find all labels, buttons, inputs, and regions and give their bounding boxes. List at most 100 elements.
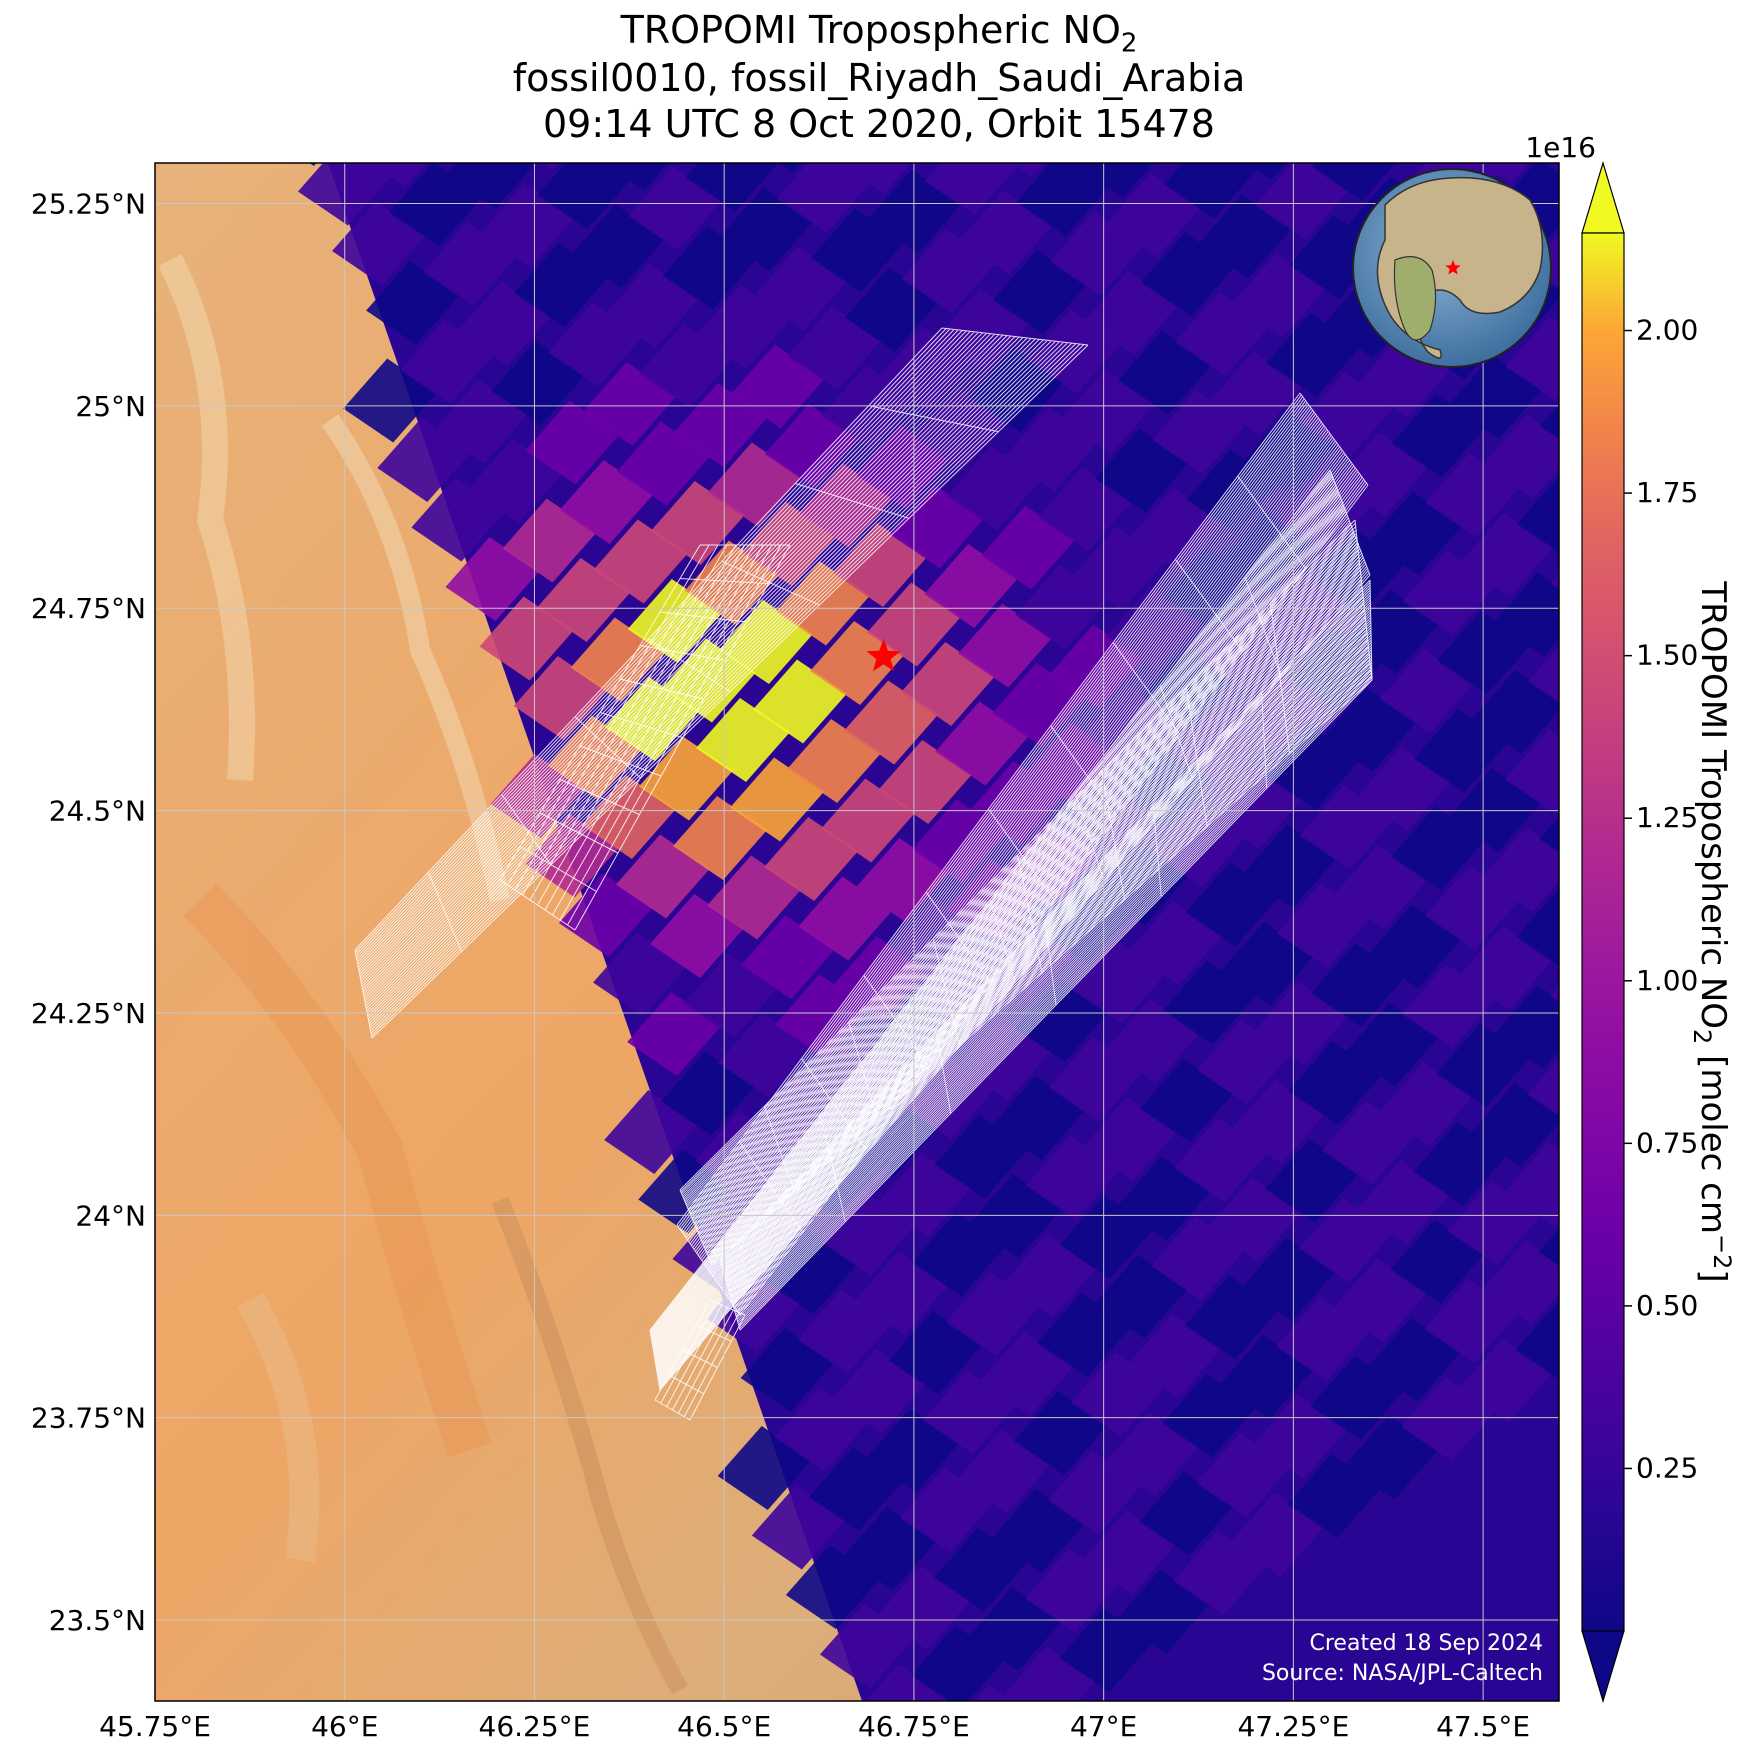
no2-pixel (945, 1272, 1040, 1356)
no2-pixel (1391, 806, 1486, 891)
no2-pixel (922, 1370, 1017, 1454)
no2-pixel (775, 974, 870, 1059)
no2-pixel (753, 659, 848, 744)
no2-pixel (717, 1426, 812, 1510)
no2-pixel (1436, 610, 1531, 695)
no2-pixel (855, 838, 950, 922)
no2-pixel (1014, 1391, 1109, 1475)
no2-pixel (468, 439, 563, 523)
no2-pixel (1061, 369, 1156, 453)
lat-tick-labels: 25.25°N 25°N 24.75°N 24.5°N 24.25°N 24°N 23.75… (31, 187, 146, 1637)
lon-tick-label: 47°E (1070, 1710, 1137, 1743)
no2-pixel (753, 246, 848, 331)
no2-pixel (524, 813, 619, 898)
lat-tick-label: 25°N (75, 390, 146, 423)
no2-pixel (1072, 526, 1167, 611)
no2-pixel (797, 1289, 892, 1374)
no2-pixel (1141, 232, 1236, 317)
title-line-3: 09:14 UTC 8 Oct 2020, Orbit 15478 (543, 102, 1215, 146)
no2-pixel (1288, 1041, 1383, 1125)
no2-pixel (1493, 572, 1559, 656)
no2-pixel (673, 796, 768, 880)
no2-pixel (446, 163, 536, 208)
lat-tick-label: 24.5°N (49, 795, 146, 828)
footprint-mesh (354, 327, 1089, 1039)
no2-pixel (1230, 1492, 1325, 1577)
lat-tick-label: 25.25°N (31, 187, 146, 220)
no2-pixel (1424, 1279, 1519, 1363)
no2-pixel (1480, 163, 1529, 184)
no2-pixel (1470, 1083, 1559, 1167)
graticule (155, 163, 1559, 1701)
no2-pixel (480, 183, 575, 268)
no2-pixel (1322, 687, 1417, 772)
no2-pixel (1299, 785, 1394, 870)
no2-pixel (1379, 649, 1474, 733)
no2-pixel (582, 362, 677, 446)
no2-pixel (1368, 904, 1463, 989)
title-line-2: fossil0010, fossil_Riyadh_Saudi_Arabia (512, 56, 1246, 100)
no2-pixel (332, 201, 427, 285)
no2-pixel (548, 302, 643, 387)
no2-pixel (490, 754, 585, 838)
colorbar-tick-label: 1.75 (1636, 476, 1698, 509)
no2-pixel (1516, 888, 1559, 967)
no2-pixel (1550, 986, 1559, 1003)
no2-pixel (1458, 1338, 1553, 1423)
no2-pixel (1185, 862, 1280, 947)
no2-pixel (369, 163, 427, 187)
no2-pixel (1095, 428, 1190, 513)
no2-pixel (1231, 1079, 1326, 1164)
no2-pixel (740, 1328, 835, 1412)
no2-pixel (934, 1527, 1029, 1612)
no2-pixel (1174, 1118, 1269, 1202)
no2-pixel (593, 932, 688, 1017)
no2-pixel (604, 1090, 699, 1174)
no2-pixel (1129, 488, 1224, 572)
no2-pixel (1482, 414, 1559, 499)
no2-pixel (901, 642, 996, 726)
target-star-icon (866, 638, 901, 672)
no2-pixel (1037, 1293, 1131, 1377)
no2-pixel (445, 537, 540, 621)
no2-pixel (1173, 1531, 1268, 1615)
no2-pixel (1310, 1356, 1405, 1440)
no2-pixel (777, 163, 802, 173)
no2-pixel (1162, 960, 1257, 1045)
no2-pixel (1505, 729, 1559, 814)
no2-pixel (514, 243, 609, 327)
no2-pixel (831, 1349, 926, 1433)
no2-pixel (1208, 764, 1303, 849)
no2-pixel (991, 1076, 1086, 1160)
no2-pixel (785, 1545, 880, 1629)
no2-pixel (1276, 1296, 1371, 1381)
no2-pixel (924, 544, 1019, 628)
no2-pixel (1390, 1219, 1485, 1304)
no2-pixel (1539, 816, 1559, 853)
lon-tick-label: 46°E (311, 1710, 378, 1743)
no2-pixel (751, 1485, 846, 1570)
no2-pixel (833, 523, 928, 607)
no2-pixel (309, 163, 317, 166)
no2-pixel (1015, 565, 1110, 649)
no2-pixel (888, 1310, 983, 1395)
no2-pixel (1550, 574, 1559, 589)
no2-pixel (889, 897, 984, 982)
no2-pixel (1162, 1373, 1257, 1458)
no2-pixel (366, 260, 461, 345)
colorbar-gradient (1581, 232, 1625, 1632)
no2-pixel (1107, 173, 1202, 257)
no2-pixel (730, 344, 825, 429)
no2-pixel (934, 1114, 1029, 1199)
no2-pixel (1082, 1097, 1177, 1181)
colorbar-label: TROPOMI Tropospheric NO2 [molec cm−2] (1688, 580, 1736, 1282)
no2-pixel (673, 383, 768, 467)
lat-tick-label: 24.25°N (31, 997, 146, 1030)
no2-pixel (1175, 292, 1270, 376)
no2-pixel (877, 1566, 972, 1650)
no2-pixel (1504, 1142, 1559, 1227)
no2-pixel (787, 306, 882, 390)
footprint-mesh (654, 1299, 746, 1421)
no2-pixel (400, 320, 495, 404)
no2-pixel (1118, 330, 1213, 415)
